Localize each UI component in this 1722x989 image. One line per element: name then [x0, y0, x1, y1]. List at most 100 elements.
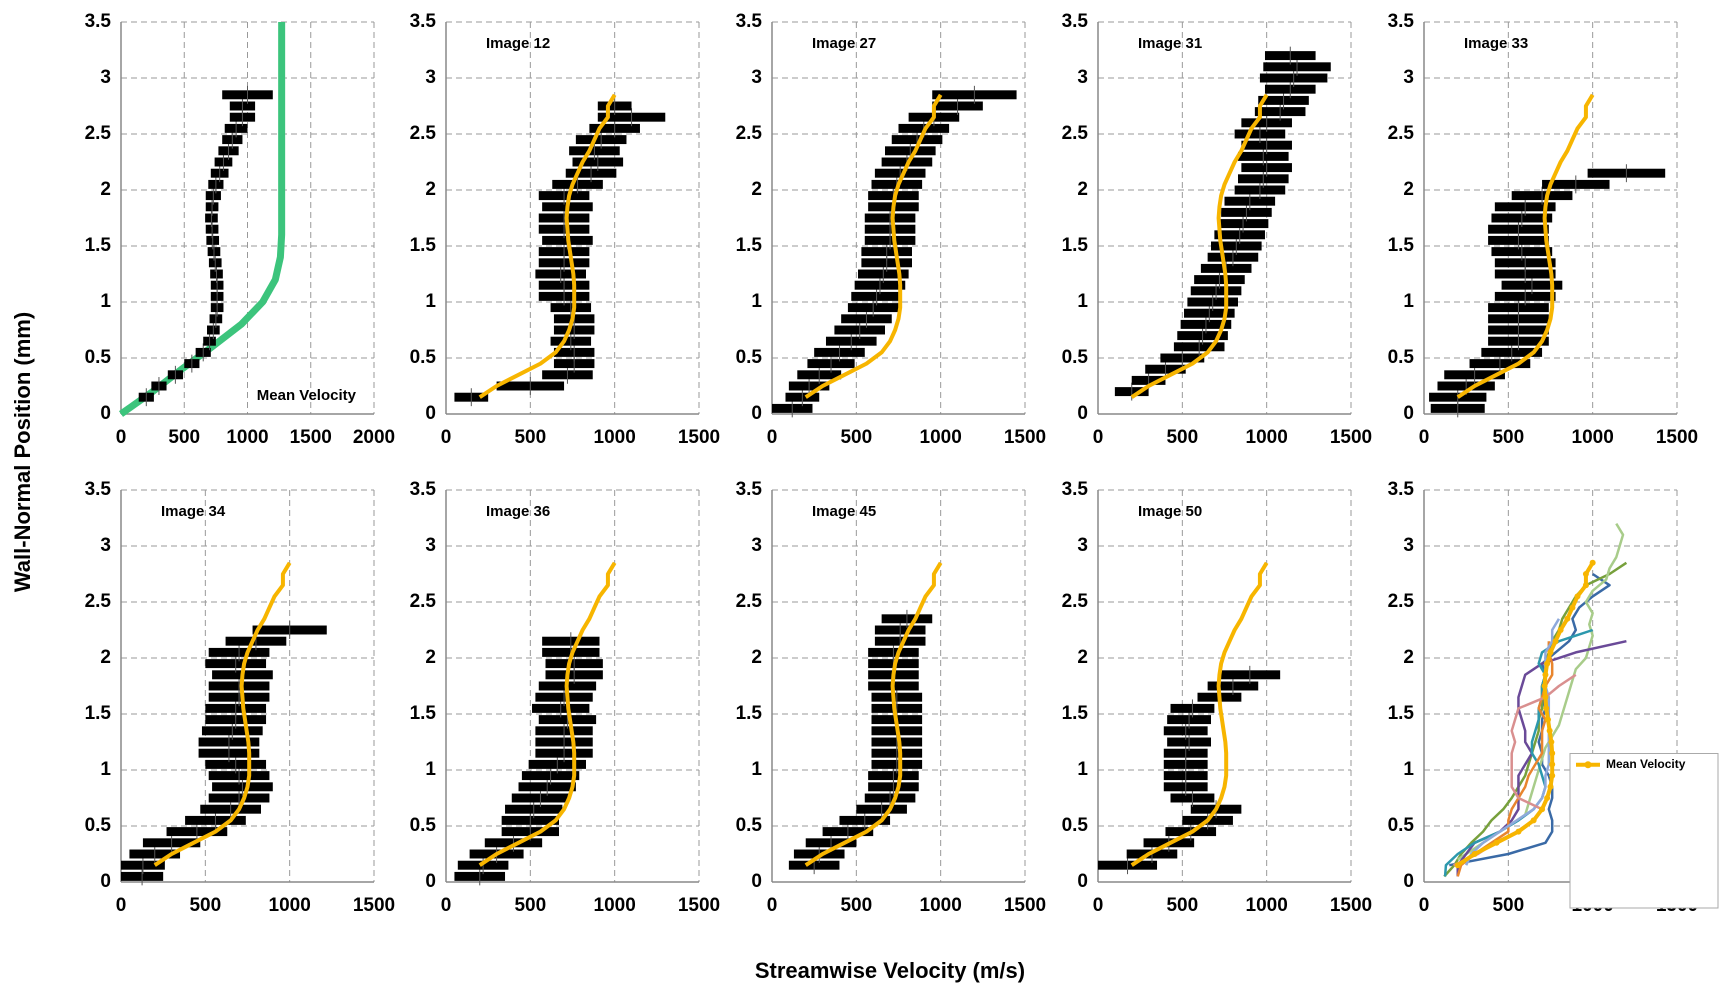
x-tick-label: 500 — [840, 427, 872, 448]
y-tick-label: 1.5 — [410, 703, 437, 724]
panel-title: Image 27 — [812, 35, 876, 52]
panel: 0 0.5 1 1.5 2 2.5 3 3.5 0 500 1000 1500 Image 50 — [1062, 479, 1373, 916]
y-tick-label: 0 — [1403, 403, 1414, 424]
y-tick-label: 1 — [100, 291, 111, 312]
y-tick-label: 2.5 — [410, 591, 437, 612]
y-tick-label: 2 — [425, 179, 436, 200]
y-tick-label: 3 — [425, 535, 436, 556]
y-tick-label: 3.5 — [1388, 479, 1415, 500]
y-tick-label: 3.5 — [1388, 11, 1415, 32]
y-tick-label: 3.5 — [736, 479, 763, 500]
y-tick-label: 0.5 — [1062, 815, 1089, 836]
y-tick-label: 0 — [100, 403, 111, 424]
x-tick-label: 1500 — [1330, 895, 1372, 916]
y-tick-label: 2 — [1403, 179, 1414, 200]
mean-marker — [1589, 559, 1596, 566]
y-tick-label: 0.5 — [85, 815, 112, 836]
panel: 0 0.5 1 1.5 2 2.5 3 3.5 0 500 1000 1500 2000 Mean Vel… — [85, 11, 396, 448]
profile-line — [1456, 641, 1554, 877]
y-tick-label: 0.5 — [1388, 347, 1415, 368]
y-tick-label: 2.5 — [1062, 123, 1089, 144]
profile-line — [1465, 618, 1561, 866]
mean-marker — [1547, 783, 1554, 790]
panel-title: Image 33 — [1464, 35, 1528, 52]
panel: 0 0.5 1 1.5 2 2.5 3 3.5 0 500 1000 1500 Image 34 — [85, 479, 396, 916]
y-tick-label: 1 — [1403, 291, 1414, 312]
x-tick-label: 1000 — [594, 895, 636, 916]
mean-marker — [1542, 694, 1549, 701]
mean-marker — [1542, 671, 1549, 678]
y-tick-label: 2 — [100, 179, 111, 200]
y-tick-label: 0.5 — [410, 347, 437, 368]
mean-marker — [1543, 705, 1550, 712]
profile-line — [1449, 572, 1611, 867]
y-tick-label: 3.5 — [410, 479, 437, 500]
profile-line — [1456, 561, 1595, 867]
y-tick-label: 0.5 — [410, 815, 437, 836]
y-tick-label: 3 — [751, 535, 762, 556]
panel: 0 0.5 1 1.5 2 2.5 3 3.5 0 500 1000 1500 Image 31 — [1062, 11, 1373, 448]
y-tick-label: 0.5 — [1388, 815, 1415, 836]
y-tick-label: 2.5 — [736, 591, 763, 612]
y-tick-label: 1.5 — [1388, 235, 1415, 256]
panel-title: Image 45 — [812, 503, 876, 520]
y-tick-label: 2.5 — [1062, 591, 1089, 612]
panel-title: Mean Velocity — [257, 387, 357, 404]
panel-title: Image 12 — [486, 35, 550, 52]
profile-line — [1130, 561, 1269, 867]
profile-line — [118, 22, 286, 417]
profile-line — [1456, 93, 1595, 399]
panel-title: Image 31 — [1138, 35, 1202, 52]
y-tick-label: 2.5 — [736, 123, 763, 144]
mean-marker — [1544, 795, 1551, 801]
x-tick-label: 500 — [514, 427, 546, 448]
y-tick-label: 0 — [1077, 403, 1088, 424]
x-tick-label: 1500 — [1330, 427, 1372, 448]
y-tick-label: 1.5 — [85, 235, 112, 256]
x-tick-label: 1000 — [269, 895, 311, 916]
mean-marker — [1564, 615, 1571, 622]
y-tick-label: 3 — [1077, 67, 1088, 88]
y-tick-label: 3 — [1403, 67, 1414, 88]
y-tick-label: 0 — [425, 403, 436, 424]
legend-marker — [1584, 761, 1592, 769]
y-tick-label: 3 — [100, 67, 111, 88]
y-tick-label: 2 — [751, 647, 762, 668]
y-tick-label: 1.5 — [85, 703, 112, 724]
y-tick-label: 0.5 — [736, 815, 763, 836]
panel: 0 0.5 1 1.5 2 2.5 3 3.5 0 500 1000 1500 Image 27 — [736, 11, 1047, 448]
y-tick-label: 2.5 — [85, 123, 112, 144]
mean-marker — [1547, 649, 1554, 656]
y-tick-label: 3 — [751, 67, 762, 88]
mean-marker — [1541, 683, 1548, 689]
x-tick-label: 1500 — [353, 895, 395, 916]
x-tick-label: 1500 — [1004, 427, 1046, 448]
mean-marker — [1557, 627, 1564, 633]
panel: 0 0.5 1 1.5 2 2.5 3 3.5 0 500 1000 1500 Image 33 — [1388, 11, 1699, 448]
y-tick-label: 3.5 — [736, 11, 763, 32]
x-tick-label: 1000 — [1246, 895, 1288, 916]
x-tick-label: 1000 — [1246, 427, 1288, 448]
panel-title: Image 34 — [161, 503, 226, 520]
mean-marker — [1539, 806, 1546, 813]
mean-marker — [1546, 727, 1553, 734]
mean-marker — [1471, 851, 1478, 857]
y-tick-label: 3 — [425, 67, 436, 88]
mean-marker — [1582, 582, 1589, 589]
mean-marker — [1549, 772, 1556, 779]
y-tick-label: 1 — [425, 291, 436, 312]
x-tick-label: 0 — [767, 427, 778, 448]
profile-line — [804, 561, 943, 867]
x-tick-label: 1000 — [920, 895, 962, 916]
y-tick-label: 3 — [100, 535, 111, 556]
x-tick-label: 500 — [514, 895, 546, 916]
y-tick-label: 0 — [751, 403, 762, 424]
profile-line — [1130, 93, 1269, 399]
y-tick-label: 1 — [425, 759, 436, 780]
y-tick-label: 1.5 — [1062, 703, 1089, 724]
y-tick-label: 1.5 — [1062, 235, 1089, 256]
y-tick-label: 2.5 — [1388, 591, 1415, 612]
x-tick-label: 1500 — [1004, 895, 1046, 916]
x-tick-label: 500 — [840, 895, 872, 916]
y-tick-label: 0 — [425, 871, 436, 892]
